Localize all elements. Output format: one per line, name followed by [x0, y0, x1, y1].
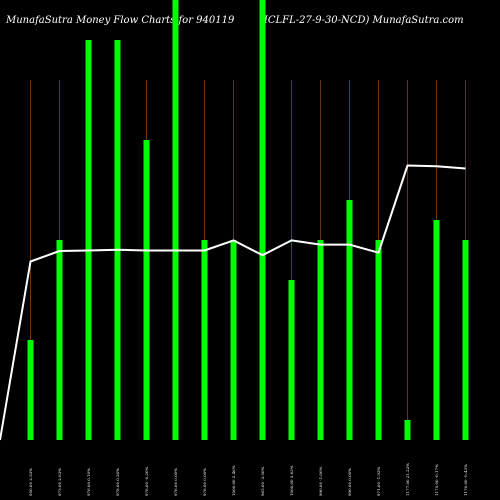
chart-title-right: (ICLFL-27-9-30-NCD) MunafaSutra.com [260, 15, 464, 26]
x-tick-label: 975.00 2.63% [57, 468, 62, 496]
x-tick-label: 1177.00 21.22% [405, 463, 410, 496]
volume-bar [143, 140, 150, 440]
volume-bar [230, 240, 237, 440]
x-tick-label: 971.00 -1.92% [376, 466, 381, 496]
x-tick-labels: 950.00 2.53% 975.00 2.63% 976.00 0.10% 978.… [28, 463, 468, 496]
volume-bars [27, 0, 469, 440]
price-line-path [0, 164, 466, 441]
volume-bar [259, 0, 266, 440]
x-tick-label: 976.00 0.00% [202, 468, 207, 496]
x-tick-label: 1000.00 2.46% [231, 465, 236, 496]
x-tick-label: 976.00 0.00% [173, 468, 178, 496]
x-tick-label: 976.00 -0.20% [144, 466, 149, 496]
chart-title-left: MunafaSutra Money Flow Charts for 940119 [5, 15, 235, 26]
x-tick-label: 1175.00 -0.17% [434, 464, 439, 496]
volume-bar [56, 240, 63, 440]
volume-bar [288, 280, 295, 440]
volume-bar [375, 240, 382, 440]
x-tick-label: 950.00 2.53% [28, 468, 33, 496]
volume-bar [27, 340, 34, 440]
volume-bar [346, 200, 353, 440]
x-tick-label: 978.00 0.20% [115, 468, 120, 496]
volume-bar [85, 40, 92, 440]
price-line [0, 164, 466, 441]
x-tick-label: 976.00 0.10% [86, 468, 91, 496]
x-tick-label: 1170.00 -0.43% [463, 464, 468, 496]
x-tick-label: 990.00 -1.00% [318, 466, 323, 496]
x-tick-label: 1000.00 3.63% [289, 465, 294, 496]
volume-bar [462, 240, 469, 440]
x-tick-label: 965.00 -3.50% [260, 466, 265, 496]
volume-bar [433, 220, 440, 440]
x-tick-label: 990.00 0.00% [347, 468, 352, 496]
volume-bar [404, 420, 411, 440]
volume-bar [317, 240, 324, 440]
volume-bar [201, 240, 208, 440]
volume-bar [172, 0, 179, 440]
volume-bar [114, 40, 121, 440]
